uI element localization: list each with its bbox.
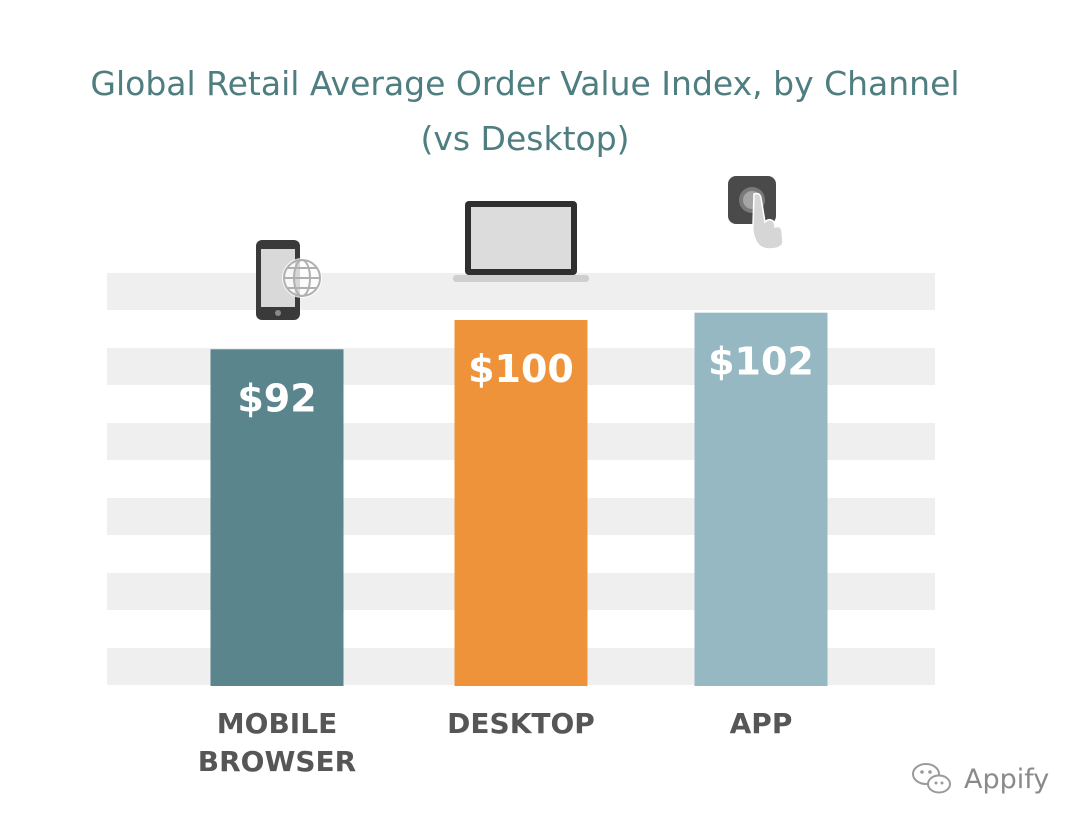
value-label: $100 xyxy=(468,347,574,391)
wechat-icon xyxy=(912,763,951,794)
smartphone-globe-icon xyxy=(256,240,322,320)
chart-subtitle: (vs Desktop) xyxy=(420,119,629,158)
watermark: Appify xyxy=(912,763,1049,795)
bars-group xyxy=(210,312,828,686)
value-label: $92 xyxy=(237,376,316,420)
category-label: DESKTOP xyxy=(447,707,595,740)
app-tap-icon xyxy=(728,176,784,250)
category-labels-group: MOBILE BROWSER DESKTOP APP xyxy=(198,707,793,778)
value-labels-group: $92 $100 $102 xyxy=(237,340,814,421)
watermark-text: Appify xyxy=(964,764,1049,795)
chart-title: Global Retail Average Order Value Index,… xyxy=(90,64,959,103)
laptop-icon xyxy=(453,201,589,282)
bar-desktop xyxy=(454,320,588,686)
category-label: BROWSER xyxy=(198,745,356,778)
bar-mobile-browser xyxy=(210,349,344,686)
bar-app xyxy=(694,312,828,686)
category-label: APP xyxy=(730,707,793,740)
value-label: $102 xyxy=(708,340,814,384)
category-label: MOBILE xyxy=(217,707,337,740)
